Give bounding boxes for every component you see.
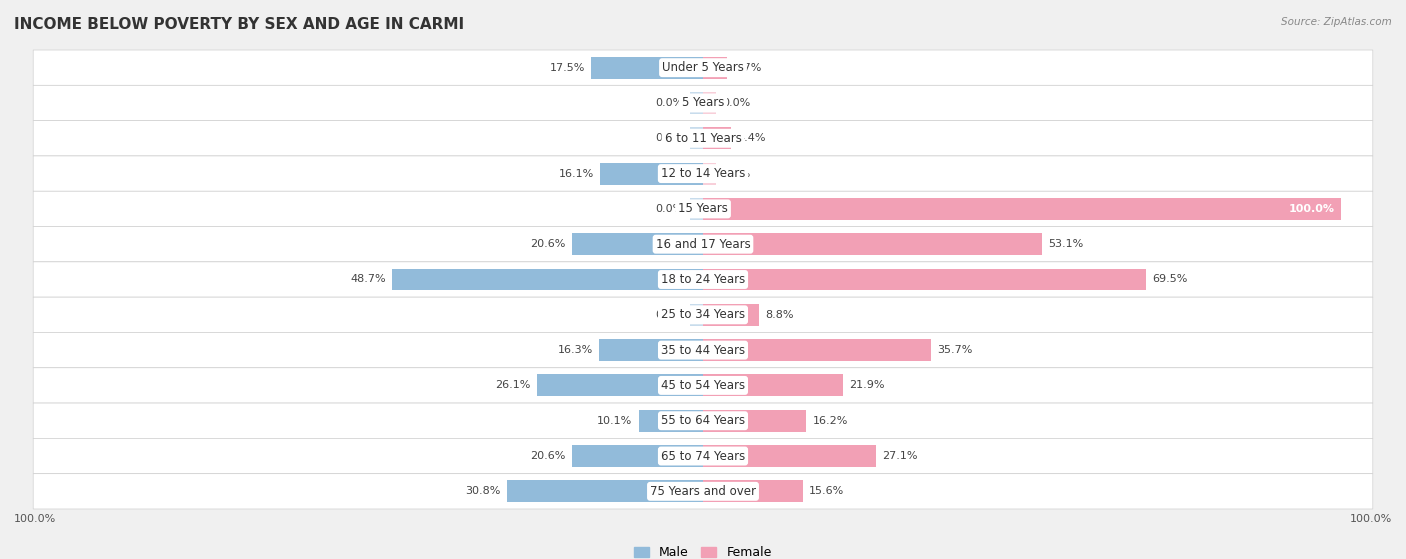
Bar bbox=[703, 56, 727, 79]
Text: Source: ZipAtlas.com: Source: ZipAtlas.com bbox=[1281, 17, 1392, 27]
Text: 100.0%: 100.0% bbox=[1350, 514, 1392, 524]
Bar bbox=[592, 56, 703, 79]
Bar bbox=[690, 304, 703, 326]
FancyBboxPatch shape bbox=[34, 226, 1372, 262]
Text: 16.2%: 16.2% bbox=[813, 416, 848, 426]
Text: Under 5 Years: Under 5 Years bbox=[662, 61, 744, 74]
Text: 6 to 11 Years: 6 to 11 Years bbox=[665, 132, 741, 145]
Text: 16.1%: 16.1% bbox=[558, 169, 593, 178]
Text: 17.5%: 17.5% bbox=[550, 63, 585, 73]
FancyBboxPatch shape bbox=[34, 50, 1372, 86]
Text: 12 to 14 Years: 12 to 14 Years bbox=[661, 167, 745, 180]
FancyBboxPatch shape bbox=[34, 262, 1372, 297]
FancyBboxPatch shape bbox=[34, 156, 1372, 191]
Text: 10.1%: 10.1% bbox=[598, 416, 633, 426]
Bar bbox=[703, 163, 716, 184]
Bar bbox=[506, 480, 703, 503]
Text: 27.1%: 27.1% bbox=[882, 451, 918, 461]
Bar bbox=[572, 445, 703, 467]
Text: 21.9%: 21.9% bbox=[849, 381, 884, 390]
Text: 26.1%: 26.1% bbox=[495, 381, 530, 390]
Text: 65 to 74 Years: 65 to 74 Years bbox=[661, 449, 745, 462]
Legend: Male, Female: Male, Female bbox=[630, 541, 776, 559]
Text: 100.0%: 100.0% bbox=[14, 514, 56, 524]
Text: 0.0%: 0.0% bbox=[655, 133, 683, 143]
Text: 48.7%: 48.7% bbox=[350, 274, 387, 285]
Text: 53.1%: 53.1% bbox=[1047, 239, 1084, 249]
Bar bbox=[600, 163, 703, 184]
Bar bbox=[690, 198, 703, 220]
Text: 0.0%: 0.0% bbox=[655, 98, 683, 108]
FancyBboxPatch shape bbox=[34, 86, 1372, 121]
Bar bbox=[703, 445, 876, 467]
Bar bbox=[537, 375, 703, 396]
Bar bbox=[638, 410, 703, 432]
FancyBboxPatch shape bbox=[34, 473, 1372, 509]
Text: 20.6%: 20.6% bbox=[530, 239, 565, 249]
Text: 3.7%: 3.7% bbox=[733, 63, 762, 73]
Text: 75 Years and over: 75 Years and over bbox=[650, 485, 756, 498]
Bar bbox=[703, 127, 731, 149]
FancyBboxPatch shape bbox=[34, 191, 1372, 226]
Text: 0.0%: 0.0% bbox=[655, 310, 683, 320]
Text: 5 Years: 5 Years bbox=[682, 97, 724, 110]
Text: 0.0%: 0.0% bbox=[723, 169, 751, 178]
Bar bbox=[703, 268, 1146, 291]
Text: 16.3%: 16.3% bbox=[557, 345, 593, 355]
Bar bbox=[392, 268, 703, 291]
Text: 30.8%: 30.8% bbox=[465, 486, 501, 496]
Bar bbox=[572, 233, 703, 255]
Bar bbox=[690, 92, 703, 114]
Bar bbox=[703, 92, 716, 114]
FancyBboxPatch shape bbox=[34, 438, 1372, 473]
Bar bbox=[690, 127, 703, 149]
Text: 55 to 64 Years: 55 to 64 Years bbox=[661, 414, 745, 427]
Text: 18 to 24 Years: 18 to 24 Years bbox=[661, 273, 745, 286]
Bar bbox=[703, 198, 1341, 220]
Text: 15.6%: 15.6% bbox=[808, 486, 844, 496]
Text: 45 to 54 Years: 45 to 54 Years bbox=[661, 379, 745, 392]
Bar bbox=[703, 304, 759, 326]
Bar bbox=[703, 375, 842, 396]
Bar bbox=[703, 233, 1042, 255]
Text: 0.0%: 0.0% bbox=[655, 204, 683, 214]
Text: 35 to 44 Years: 35 to 44 Years bbox=[661, 344, 745, 357]
Bar bbox=[703, 410, 807, 432]
FancyBboxPatch shape bbox=[34, 297, 1372, 333]
FancyBboxPatch shape bbox=[34, 403, 1372, 438]
Bar bbox=[599, 339, 703, 361]
Text: 4.4%: 4.4% bbox=[738, 133, 766, 143]
Text: 100.0%: 100.0% bbox=[1288, 204, 1334, 214]
Text: 69.5%: 69.5% bbox=[1153, 274, 1188, 285]
Text: 35.7%: 35.7% bbox=[938, 345, 973, 355]
Bar bbox=[703, 339, 931, 361]
FancyBboxPatch shape bbox=[34, 333, 1372, 368]
Text: 8.8%: 8.8% bbox=[765, 310, 794, 320]
FancyBboxPatch shape bbox=[34, 121, 1372, 156]
Text: 0.0%: 0.0% bbox=[723, 98, 751, 108]
Text: 25 to 34 Years: 25 to 34 Years bbox=[661, 309, 745, 321]
Text: 16 and 17 Years: 16 and 17 Years bbox=[655, 238, 751, 250]
Text: 15 Years: 15 Years bbox=[678, 202, 728, 215]
Text: 20.6%: 20.6% bbox=[530, 451, 565, 461]
Text: INCOME BELOW POVERTY BY SEX AND AGE IN CARMI: INCOME BELOW POVERTY BY SEX AND AGE IN C… bbox=[14, 17, 464, 32]
FancyBboxPatch shape bbox=[34, 368, 1372, 403]
Bar bbox=[703, 480, 803, 503]
